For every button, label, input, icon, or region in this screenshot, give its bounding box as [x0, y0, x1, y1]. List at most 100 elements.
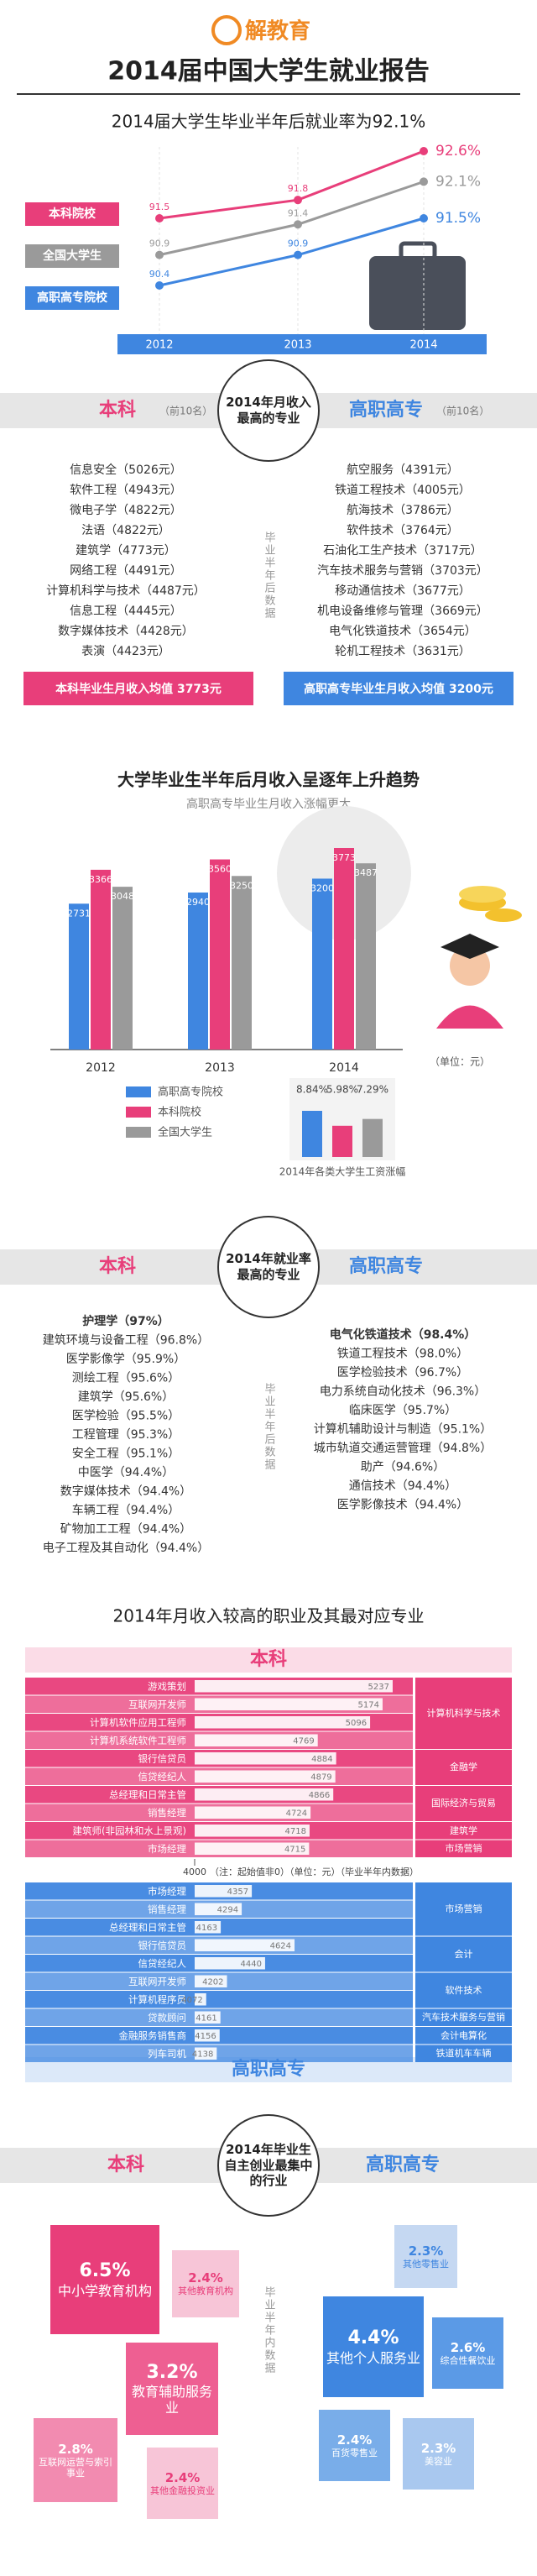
list-item: 电气化铁道技术（98.4%）: [330, 1327, 477, 1342]
list-item: 计算机辅助设计与制造（95.1%）: [314, 1423, 492, 1437]
row-label: 计算机系统软件工程师: [90, 1735, 186, 1746]
point: [420, 147, 428, 155]
bar: [195, 1921, 222, 1934]
badge-text: 2014年毕业生自主创业最集中的行业: [224, 2141, 313, 2189]
x-tick-label: 2014: [329, 1061, 359, 1075]
list-item: 矿物加工工程（94.4%）: [60, 1523, 191, 1537]
major-label: 会计: [454, 1948, 473, 1960]
panel-title: 本科: [250, 1649, 287, 1670]
list-item: 车辆工程（94.4%）: [72, 1503, 180, 1517]
legend-label: 高职高专院校: [37, 291, 108, 305]
section-title: 2014年月收入较高的职业及其最对应专业: [113, 1606, 425, 1626]
row-label: 信贷经纪人: [138, 1771, 187, 1783]
list-item: 软件技术（3764元）: [347, 524, 459, 537]
page-title: 2014届中国大学生就业报告: [107, 57, 430, 86]
major-label-box: 建筑学: [450, 1825, 477, 1836]
badge-text: 2014年就业率最高的专业: [226, 1251, 311, 1282]
logo: 解教育: [245, 18, 310, 45]
bar: [112, 887, 133, 1050]
value-label: 3200: [310, 882, 334, 893]
major-label: 市场营销: [445, 1843, 482, 1855]
major-label: 建筑学: [450, 1825, 477, 1836]
major-label: 计算机科学与技术: [426, 1707, 501, 1719]
major-label: 金融学: [450, 1762, 477, 1773]
value-label: 3366: [89, 874, 112, 885]
major-label: 铁道机车车辆: [435, 2048, 492, 2060]
industry-tile-box: 2.4%其他教育机构: [172, 2250, 239, 2317]
legend-label: 高职高专院校: [158, 1086, 223, 1099]
industry-tile: 2.3% 其他零售业: [394, 2225, 457, 2288]
column-title: 高职高专: [366, 2154, 440, 2175]
summary-box: [23, 672, 253, 705]
x-tick-label: 4000: [183, 1867, 206, 1877]
bar: [195, 1825, 310, 1837]
summary: 高职高专毕业生月收入均值 3200元: [304, 682, 493, 696]
legend-label: 本科院校: [49, 207, 96, 221]
list-item: 机电设备维修与管理（3669元）: [317, 604, 488, 618]
industry-tile-box: 6.5%中小学教育机构: [50, 2225, 159, 2334]
major-label-box: 国际经济与贸易: [431, 1798, 496, 1809]
value-label: 90.9: [288, 238, 309, 249]
row-label: 建筑师(非园林和水上景观): [73, 1825, 186, 1836]
value-label: 5237: [368, 1683, 389, 1692]
row-label: 游戏策划: [148, 1680, 186, 1692]
value-label: 4884: [311, 1755, 332, 1764]
major-cell: [415, 2027, 512, 2045]
list-item: 医学影像学（95.9%）: [66, 1353, 185, 1366]
point: [294, 250, 302, 259]
list-item: 表演（4423元）: [81, 645, 170, 658]
bar: [332, 1125, 352, 1157]
value-label: 4879: [310, 1772, 331, 1782]
list-item: 软件工程（4943元）: [70, 484, 182, 497]
tile-industry: 美容业: [425, 2455, 452, 2467]
year-band: [117, 334, 487, 354]
major-cell: [415, 1822, 512, 1840]
row-label: 市场经理: [148, 1885, 186, 1897]
industry-tile: 2.4% 其他教育机构: [172, 2250, 239, 2317]
industry-tile-box: 2.8%互联网运营与索引事业: [34, 2418, 117, 2502]
major-label: 市场营销: [445, 1903, 482, 1915]
major-label: 国际经济与贸易: [431, 1798, 496, 1809]
bar: [195, 1680, 393, 1693]
badge-text-box: 2014年就业率最高的专业: [226, 1251, 311, 1282]
list-item: 微电子学（4822元）: [70, 504, 182, 517]
tile-share: 2.4%: [164, 2469, 201, 2485]
list-item: 建筑学（4773元）: [76, 544, 176, 558]
point: [420, 177, 428, 186]
value-label: 4072: [181, 1996, 202, 2005]
row-label: 销售经理: [148, 1807, 186, 1819]
bar: [356, 863, 376, 1050]
industry-tile-box: 2.6%综合性餐饮业: [432, 2317, 503, 2389]
list-item: 工程管理（95.3%）: [72, 1428, 180, 1442]
column-title: 本科: [99, 1256, 136, 1277]
tile-share: 2.3%: [408, 2243, 444, 2259]
bar: [195, 1957, 265, 1970]
bar: [195, 1903, 242, 1915]
row-label: 信贷经纪人: [138, 1957, 187, 1969]
point: [155, 250, 164, 259]
list-item: 电气化铁道技术（3654元）: [329, 625, 477, 638]
industry-tile: 2.4% 其他金融投资业: [147, 2448, 218, 2519]
list-item: 铁道工程技术（98.0%）: [337, 1348, 468, 1361]
row-label: 列车司机: [148, 2048, 186, 2060]
value-label: 4202: [202, 1977, 223, 1987]
tile-industry: 其他教育机构: [178, 2285, 233, 2297]
tile-industry: 其他金融投资业: [150, 2484, 215, 2496]
tile-industry: 其他个人服务业: [326, 2349, 421, 2366]
list-item: 建筑环境与设备工程（96.8%）: [43, 1333, 209, 1348]
list-item: 助产（94.6%）: [361, 1461, 445, 1474]
bar: [195, 1752, 336, 1765]
bar: [195, 1975, 227, 1987]
coins: [485, 908, 522, 922]
industry-tile: 2.6% 综合性餐饮业: [432, 2317, 503, 2389]
list-item: 电子工程及其自动化（94.4%）: [43, 1542, 209, 1555]
industry-tile-box: 2.3%其他零售业: [394, 2225, 457, 2288]
major-cell: [415, 1678, 512, 1749]
major-label: 汽车技术服务与营销: [422, 2012, 505, 2024]
legend-swatch: [25, 286, 119, 310]
side-note-box: 毕业半年后数据: [263, 1383, 275, 1471]
list-item: 中医学（94.4%）: [78, 1466, 174, 1479]
list-item: 信息工程（4445元）: [70, 604, 182, 618]
bar: [195, 1939, 295, 1951]
